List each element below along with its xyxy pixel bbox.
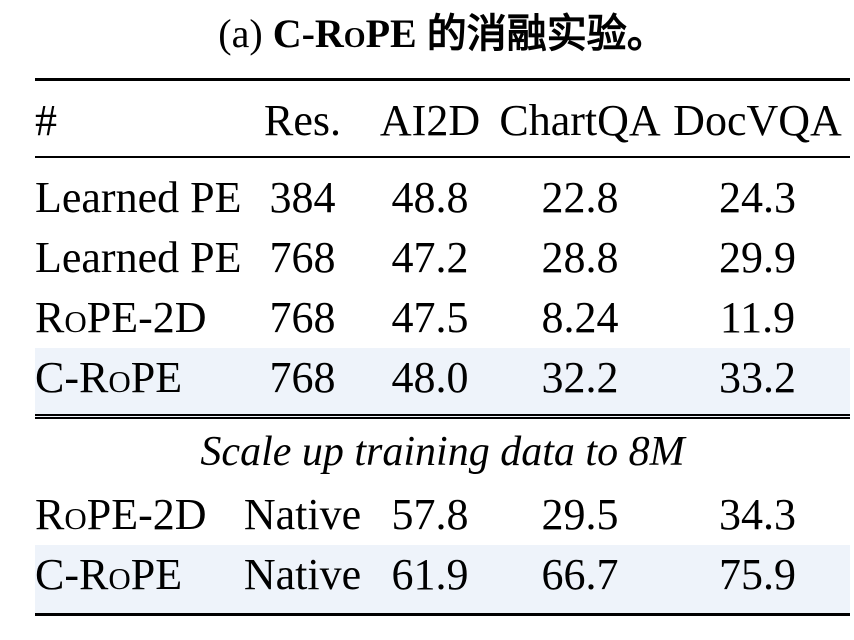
- ablation-table: # Res. AI2D ChartQA DocVQA Learned PE 384 48.8…: [35, 78, 850, 616]
- table-row: C-RoPE Native 61.9 66.7 75.9: [35, 545, 850, 615]
- table-row: Learned PE 384 48.8 22.8 24.3: [35, 157, 850, 228]
- table-header: # Res. AI2D ChartQA DocVQA: [35, 80, 850, 158]
- value-cell: 34.3: [719, 490, 796, 539]
- value-cell: 8.24: [541, 293, 619, 342]
- column-header-ai2d: AI2D: [379, 96, 481, 145]
- table-body-scaleup: RoPE-2D Native 57.8 29.5 34.3 C-RoPE Native 61.…: [35, 485, 850, 615]
- table-row: Learned PE 768 47.2 28.8 29.9: [35, 228, 850, 288]
- column-header--: #: [35, 96, 57, 145]
- column-header-res-: Res.: [264, 96, 341, 145]
- method-cell: C-RoPE: [35, 353, 183, 402]
- value-cell: 66.7: [541, 550, 619, 599]
- value-cell: Native: [243, 490, 362, 539]
- method-cell: RoPE-2D: [35, 490, 207, 539]
- column-header-chartqa: ChartQA: [499, 96, 661, 145]
- value-cell: 61.9: [391, 550, 469, 599]
- value-cell: 33.2: [719, 353, 796, 402]
- header-row: # Res. AI2D ChartQA DocVQA: [35, 80, 850, 158]
- table-body-main: Learned PE 384 48.8 22.8 24.3 Learned PE 768 47…: [35, 157, 850, 417]
- value-cell: 768: [269, 293, 336, 342]
- caption-index: (a): [218, 11, 273, 56]
- value-cell: 29.9: [719, 233, 796, 282]
- method-cell: C-RoPE: [35, 550, 183, 599]
- value-cell: 22.8: [541, 173, 619, 222]
- value-cell: 768: [269, 233, 336, 282]
- table-row: C-RoPE 768 48.0 32.2 33.2: [35, 348, 850, 417]
- method-cell: Learned PE: [35, 173, 242, 222]
- section-note: Scale up training data to 8M: [200, 429, 685, 475]
- caption-title: C-RoPE 的消融实验。: [272, 11, 667, 56]
- value-cell: 32.2: [541, 353, 619, 402]
- table-row: RoPE-2D 768 47.5 8.24 11.9: [35, 288, 850, 348]
- value-cell: 768: [269, 353, 336, 402]
- value-cell: 48.8: [391, 173, 469, 222]
- value-cell: 47.5: [391, 293, 469, 342]
- value-cell: 48.0: [391, 353, 469, 402]
- column-header-docvqa: DocVQA: [673, 96, 842, 145]
- method-cell: RoPE-2D: [35, 293, 207, 342]
- value-cell: 384: [269, 173, 336, 222]
- value-cell: 24.3: [719, 173, 796, 222]
- section-note-row: Scale up training data to 8M: [35, 417, 850, 486]
- table-caption: (a) C-RoPE 的消融实验。: [35, 0, 850, 58]
- paper-table-figure: (a) C-RoPE 的消融实验。 # Res. AI2D ChartQA DocVQA…: [35, 0, 850, 616]
- table-row: RoPE-2D Native 57.8 29.5 34.3: [35, 485, 850, 545]
- value-cell: 29.5: [541, 490, 619, 539]
- value-cell: 28.8: [541, 233, 619, 282]
- value-cell: 57.8: [391, 490, 469, 539]
- value-cell: 75.9: [719, 550, 796, 599]
- value-cell: Native: [243, 550, 362, 599]
- value-cell: 11.9: [719, 293, 796, 342]
- method-cell: Learned PE: [35, 233, 242, 282]
- value-cell: 47.2: [391, 233, 469, 282]
